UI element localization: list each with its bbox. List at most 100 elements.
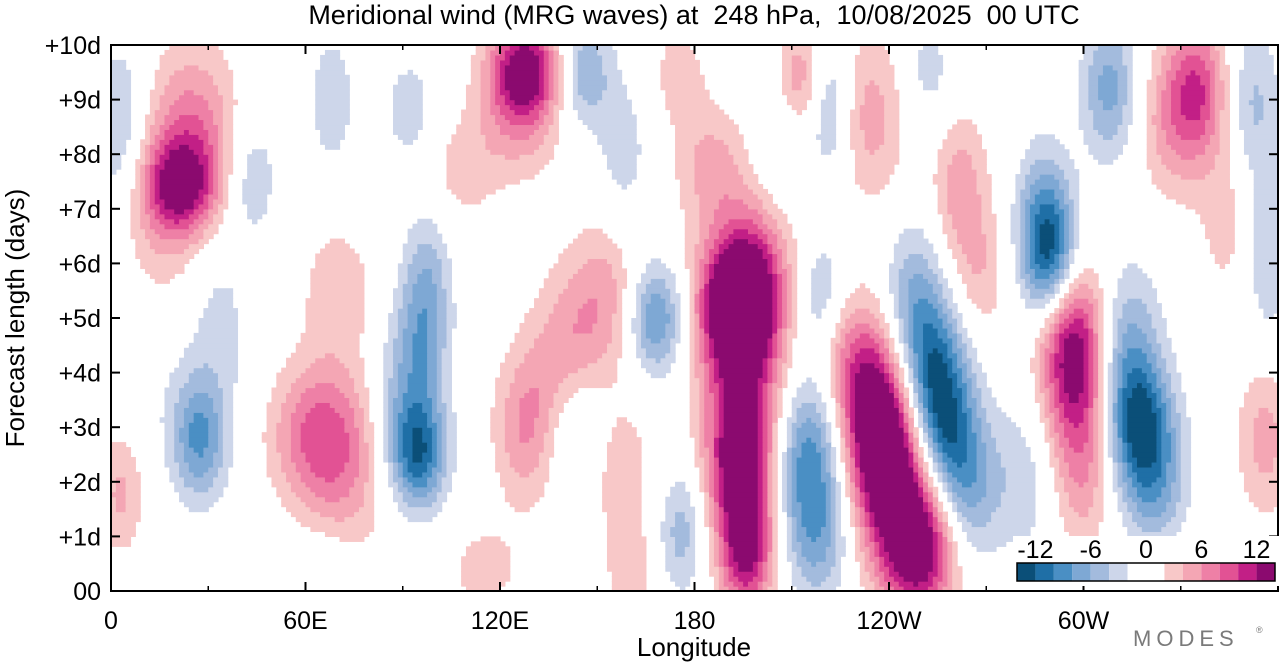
heatmap-cell [344, 417, 355, 423]
heatmap-cell [1098, 402, 1104, 408]
heatmap-cell [504, 402, 521, 408]
heatmap-cell [694, 149, 730, 155]
heatmap-cell [111, 526, 136, 533]
heatmap-cell [660, 293, 671, 299]
heatmap-cell [694, 174, 744, 180]
heatmap-cell [1214, 119, 1221, 126]
heatmap-cell [130, 203, 141, 210]
heatmap-cell [1078, 283, 1089, 289]
heatmap-cell [500, 129, 535, 135]
heatmap-cell [932, 417, 939, 423]
heatmap-cell [675, 521, 691, 528]
heatmap-cell [850, 144, 866, 150]
heatmap-cell [636, 332, 642, 339]
heatmap-cell [271, 397, 287, 403]
heatmap-cell [538, 412, 550, 418]
heatmap-cell [772, 501, 778, 508]
heatmap-cell [111, 531, 136, 537]
heatmap-cell [782, 233, 793, 240]
heatmap-cell [913, 432, 919, 438]
heatmap-cell [840, 377, 846, 384]
heatmap-cell [149, 99, 161, 106]
heatmap-cell [1200, 114, 1211, 121]
heatmap-cell [149, 174, 156, 180]
heatmap-cell [820, 129, 837, 135]
heatmap-cell [976, 372, 987, 379]
heatmap-cell [932, 511, 939, 518]
heatmap-cell [1059, 243, 1065, 250]
heatmap-cell [981, 422, 992, 428]
heatmap-cell [884, 114, 900, 121]
heatmap-cell [898, 308, 910, 314]
heatmap-cell [1059, 496, 1070, 503]
heatmap-cell [519, 362, 589, 369]
heatmap-cell [222, 99, 239, 106]
heatmap-cell [1112, 357, 1119, 364]
heatmap-cell [675, 139, 700, 145]
heatmap-cell [461, 576, 511, 582]
heatmap-cell [1273, 417, 1278, 423]
heatmap-cell [796, 461, 822, 468]
heatmap-cell [1083, 447, 1094, 453]
heatmap-cell [295, 407, 311, 413]
heatmap-cell [441, 357, 452, 364]
heatmap-cell [1020, 208, 1026, 215]
heatmap-cell [1049, 456, 1060, 463]
heatmap-cell [490, 94, 496, 101]
heatmap-cell [140, 263, 185, 269]
heatmap-cell [154, 278, 170, 284]
heatmap-cell [1253, 432, 1278, 438]
heatmap-cell [961, 397, 968, 403]
heatmap-cell [1044, 377, 1051, 384]
heatmap-cell [850, 486, 856, 493]
heatmap-cell [300, 392, 345, 399]
heatmap-cell [1112, 332, 1119, 339]
heatmap-cell [961, 357, 973, 364]
heatmap-cell [772, 561, 778, 567]
heatmap-cell [971, 263, 987, 269]
heatmap-cell [704, 427, 715, 433]
heatmap-cell [451, 134, 487, 140]
heatmap-cell [898, 288, 910, 294]
heatmap-cell [451, 139, 487, 145]
heatmap-cell [1078, 422, 1089, 428]
heatmap-cell [995, 447, 1031, 453]
heatmap-cell [217, 129, 224, 135]
heatmap-cell [952, 496, 963, 503]
heatmap-cell [1088, 471, 1099, 478]
heatmap-cell [1107, 362, 1114, 369]
heatmap-cell [762, 442, 769, 448]
heatmap-cell [495, 461, 511, 468]
heatmap-cell [446, 179, 521, 185]
heatmap-cell [174, 442, 185, 448]
heatmap-cell [816, 422, 827, 428]
heatmap-cell [786, 298, 793, 304]
heatmap-cell [845, 442, 851, 448]
heatmap-cell [427, 392, 438, 399]
heatmap-cell [1248, 159, 1278, 165]
heatmap-cell [446, 342, 452, 349]
heatmap-cell [859, 124, 885, 130]
heatmap-cell [961, 511, 992, 518]
heatmap-cell [111, 99, 132, 106]
heatmap-cell [1151, 342, 1162, 349]
heatmap-cell [791, 516, 798, 523]
heatmap-cell [324, 531, 370, 537]
heatmap-cell [1175, 452, 1182, 458]
heatmap-cell [1253, 238, 1278, 245]
heatmap-cell [1117, 377, 1123, 384]
heatmap-cell [1107, 392, 1114, 399]
heatmap-cell [393, 114, 423, 121]
heatmap-cell [188, 427, 209, 433]
heatmap-cell [1098, 308, 1104, 314]
heatmap-cell [850, 109, 861, 116]
heatmap-cell [903, 402, 910, 408]
heatmap-cell [427, 461, 438, 468]
heatmap-cell [111, 144, 127, 150]
heatmap-cell [645, 327, 666, 334]
heatmap-cell [767, 536, 773, 542]
heatmap-cell [412, 332, 428, 339]
heatmap-cell [276, 491, 297, 498]
heatmap-cell [111, 154, 122, 160]
heatmap-cell [349, 402, 360, 408]
